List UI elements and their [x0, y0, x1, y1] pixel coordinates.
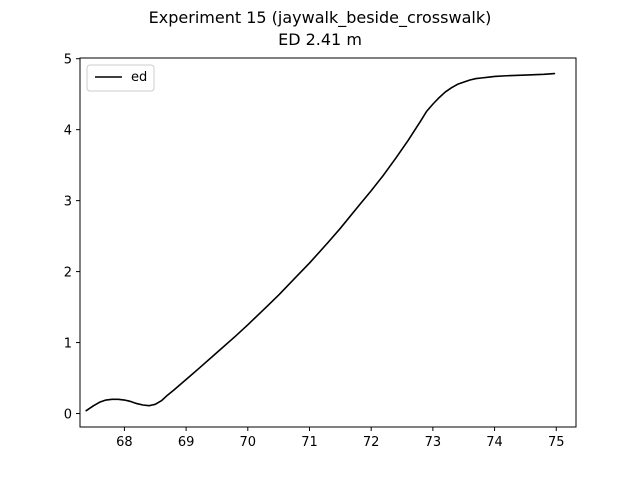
- y-tick-label: 5: [64, 53, 72, 68]
- legend-box: [86, 64, 155, 92]
- y-tick-label: 3: [64, 195, 72, 210]
- y-tick-label: 4: [64, 124, 72, 139]
- plot-frame: [79, 57, 577, 428]
- legend: ed: [86, 64, 155, 92]
- x-tick-label: 69: [178, 435, 195, 450]
- x-tick-label: 75: [548, 435, 565, 450]
- legend-label: ed: [131, 70, 147, 85]
- series-line-ed: [85, 72, 556, 412]
- series-layer: [85, 72, 556, 412]
- y-tick-label: 2: [64, 266, 72, 281]
- y-axis: 0 1 2 3 4 5: [64, 53, 80, 423]
- x-tick-label: 74: [486, 435, 503, 450]
- chart-subtitle: ED 2.41 m: [278, 30, 362, 49]
- x-tick-label: 73: [425, 435, 442, 450]
- y-tick-label: 1: [64, 337, 72, 352]
- x-tick-label: 71: [301, 435, 318, 450]
- y-tick-label: 0: [64, 408, 72, 423]
- x-tick-label: 72: [363, 435, 380, 450]
- x-tick-label: 68: [116, 435, 133, 450]
- chart-title: Experiment 15 (jaywalk_beside_crosswalk): [149, 8, 492, 28]
- x-tick-label: 70: [240, 435, 257, 450]
- x-axis: 68 69 70 71 72 73 74 75: [116, 427, 565, 450]
